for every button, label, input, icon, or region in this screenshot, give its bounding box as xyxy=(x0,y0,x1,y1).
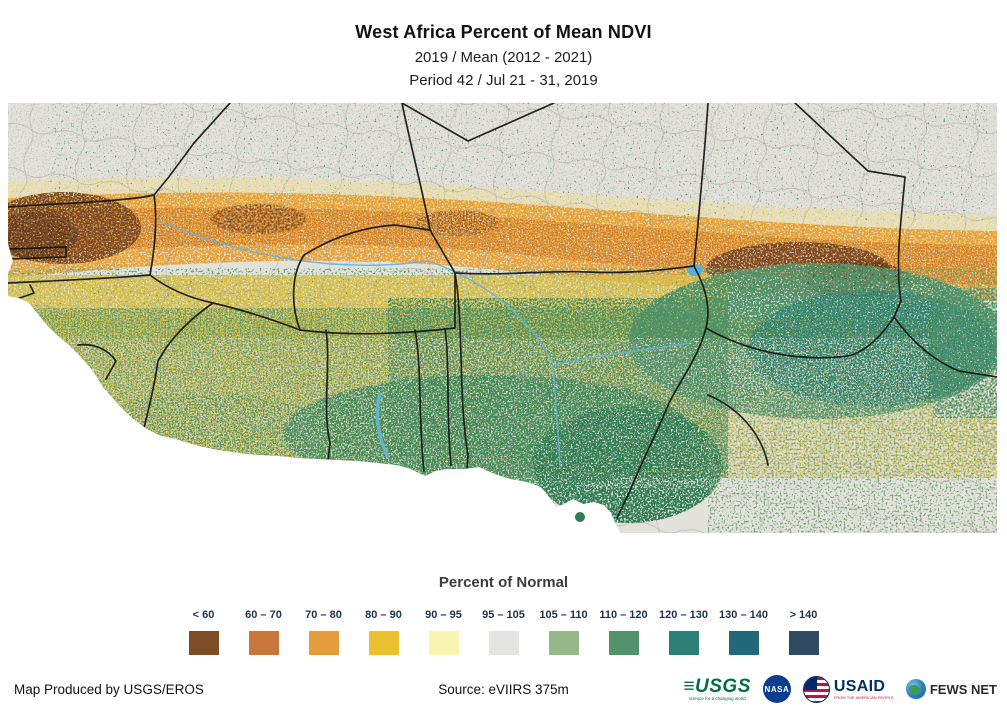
usgs-logo-text: USGS xyxy=(695,675,751,697)
nasa-logo-text: NASA xyxy=(764,684,790,694)
logo-strip: ≡USGS science for a changing world NASA … xyxy=(683,675,997,703)
usaid-flag-icon xyxy=(802,675,830,703)
usaid-logo: USAID FROM THE AMERICAN PEOPLE xyxy=(802,675,894,703)
globe-icon xyxy=(905,679,926,699)
legend-item: > 140 xyxy=(774,609,834,655)
legend-item: 60 – 70 xyxy=(234,609,294,655)
legend-label: 80 – 90 xyxy=(365,609,402,621)
legend-label: < 60 xyxy=(192,609,215,621)
usgs-logo: ≡USGS science for a changing world xyxy=(683,677,750,702)
legend-label: 120 – 130 xyxy=(659,609,708,621)
legend-item: 120 – 130 xyxy=(654,609,714,655)
legend-title: Percent of Normal xyxy=(438,574,569,591)
legend-label: 95 – 105 xyxy=(482,609,525,621)
legend-label: > 140 xyxy=(789,609,818,621)
legend-item: 80 – 90 xyxy=(354,609,414,655)
legend-swatch xyxy=(188,631,219,655)
country-borders xyxy=(8,103,997,519)
subtitle-line1: 2019 / Mean (2012 - 2021) xyxy=(414,49,593,66)
legend-swatch xyxy=(308,631,339,655)
source-text: Source: eVIIRS 375m xyxy=(438,682,569,697)
usaid-logo-text: USAID xyxy=(833,677,886,695)
legend-item: 95 – 105 xyxy=(474,609,534,655)
legend-item: 110 – 120 xyxy=(594,609,654,655)
legend-swatch xyxy=(368,631,399,655)
page-title: West Africa Percent of Mean NDVI xyxy=(355,22,652,42)
water-features xyxy=(157,220,691,466)
usaid-tagline: FROM THE AMERICAN PEOPLE xyxy=(833,694,894,700)
legend-label: 90 – 95 xyxy=(425,609,462,621)
legend-swatch xyxy=(668,631,699,655)
produced-by-text: Map Produced by USGS/EROS xyxy=(14,682,204,697)
nasa-logo: NASA xyxy=(762,675,791,703)
ndvi-map xyxy=(8,103,997,533)
legend-item: 130 – 140 xyxy=(714,609,774,655)
subtitle-line2: Period 42 / Jul 21 - 31, 2019 xyxy=(409,72,598,89)
footer: Map Produced by USGS/EROS Source: eVIIRS… xyxy=(0,667,1007,705)
legend-item: 90 – 95 xyxy=(414,609,474,655)
legend-label: 60 – 70 xyxy=(245,609,282,621)
usgs-tagline: science for a changing world xyxy=(688,695,746,701)
legend-swatch xyxy=(788,631,819,655)
legend-item: < 60 xyxy=(174,609,234,655)
legend-item: 105 – 110 xyxy=(534,609,594,655)
legend-swatch xyxy=(428,631,459,655)
map-container xyxy=(8,103,997,533)
island-bioko xyxy=(575,512,585,522)
header: West Africa Percent of Mean NDVI 2019 / … xyxy=(0,0,1007,89)
legend-label: 70 – 80 xyxy=(305,609,342,621)
fewsnet-logo: FEWS NET xyxy=(905,679,997,699)
legend-swatch xyxy=(248,631,279,655)
fewsnet-logo-text: FEWS NET xyxy=(929,681,997,697)
legend-label: 110 – 120 xyxy=(599,609,648,621)
legend-label: 130 – 140 xyxy=(719,609,768,621)
legend-item: 70 – 80 xyxy=(294,609,354,655)
legend-swatch xyxy=(488,631,519,655)
legend-swatch xyxy=(728,631,759,655)
usgs-bars-icon: ≡ xyxy=(683,675,696,697)
legend-label: 105 – 110 xyxy=(539,609,588,621)
legend-swatch xyxy=(548,631,579,655)
legend-row: < 60 60 – 70 70 – 80 80 – 90 90 – 95 95 … xyxy=(0,609,1007,655)
legend-swatch xyxy=(608,631,639,655)
legend: Percent of Normal < 60 60 – 70 70 – 80 8… xyxy=(0,574,1007,655)
